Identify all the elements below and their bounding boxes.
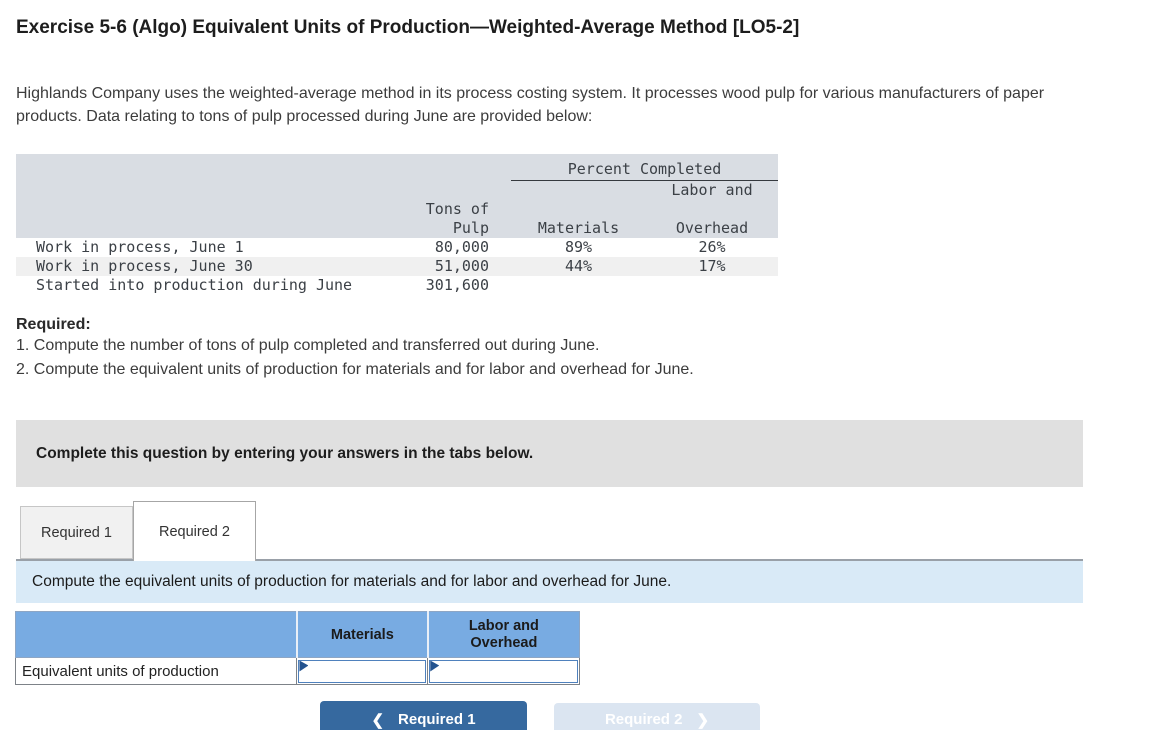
labor-value [646, 276, 778, 295]
tab-label: Required 2 [158, 523, 230, 540]
answer-table-row: Equivalent units of production [14, 657, 580, 685]
answer-col-labor-overhead: Labor and Overhead [426, 611, 580, 658]
answer-table-header-row: Materials Labor and Overhead [14, 611, 580, 658]
labor-overhead-answer-cell[interactable] [429, 659, 578, 683]
tab-panel: Compute the equivalent units of producti… [16, 559, 1083, 603]
labor-overhead-answer-input[interactable] [430, 660, 577, 682]
data-table-header-row: Tons of Pulp Materials Overhead [16, 200, 778, 238]
tab-label: Required 1 [41, 524, 112, 541]
materials-answer-cell[interactable] [298, 659, 427, 683]
tab-required-1[interactable]: Required 1 [20, 506, 133, 559]
tons-value: 51,000 [391, 257, 511, 276]
row-label: Work in process, June 30 [16, 257, 391, 276]
next-button-label: Required 2 [604, 711, 683, 728]
required-item-2: 2. Compute the equivalent units of produ… [16, 361, 694, 378]
tabs-row: Required 1 Required 2 [20, 499, 1157, 561]
row-label: Work in process, June 1 [36, 238, 244, 256]
answer-table: Materials Labor and Overhead Equivalent … [14, 611, 580, 685]
materials-header: Materials [511, 200, 646, 238]
tons-value: 301,600 [425, 276, 489, 294]
pulp-data-table: Percent Completed Labor and Tons of Pulp… [16, 154, 778, 295]
required-heading: Required: [16, 316, 91, 333]
labor-overhead-header-line2: Overhead [646, 200, 778, 238]
answer-row-label: Equivalent units of production [14, 657, 298, 685]
instruction-box: Complete this question by entering your … [16, 420, 1083, 487]
tab-panel-prompt: Compute the equivalent units of producti… [16, 561, 1083, 603]
labor-value: 26% [698, 238, 726, 256]
page-title: Exercise 5-6 (Algo) Equivalent Units of … [16, 17, 800, 38]
table-row: Work in process, June 1 80,000 89% 26% [16, 238, 778, 257]
tons-value: 80,000 [434, 238, 489, 256]
chevron-right-icon: ❯ [696, 711, 710, 729]
intro-paragraph: Highlands Company uses the weighted-aver… [16, 85, 1045, 125]
data-table-header-row: Percent Completed [16, 154, 778, 181]
labor-value: 17% [646, 257, 778, 276]
table-row: Started into production during June 301,… [16, 276, 778, 295]
table-row: Work in process, June 30 51,000 44% 17% [16, 257, 778, 276]
answer-col-materials: Materials [295, 611, 429, 658]
row-label: Started into production during June [36, 276, 353, 294]
materials-answer-input[interactable] [299, 660, 426, 682]
chevron-left-icon: ❮ [371, 711, 385, 729]
instruction-text: Complete this question by entering your … [36, 444, 534, 462]
tons-of-pulp-header: Tons of Pulp [391, 200, 511, 238]
prev-button-label: Required 1 [398, 711, 476, 728]
nav-buttons-row: ❮ Required 1 Required 2 ❯ [320, 701, 1157, 730]
materials-value: 44% [511, 257, 646, 276]
required-1-prev-button[interactable]: ❮ Required 1 [320, 701, 527, 730]
data-table-header-row: Labor and [16, 180, 778, 200]
percent-completed-header: Percent Completed [511, 154, 778, 181]
labor-overhead-header-line1: Labor and [646, 180, 778, 200]
required-item-1: 1. Compute the number of tons of pulp co… [16, 337, 600, 354]
tab-required-2[interactable]: Required 2 [132, 501, 256, 561]
required-2-next-button: Required 2 ❯ [554, 703, 760, 730]
answer-corner-cell [14, 611, 298, 658]
materials-value: 89% [564, 238, 593, 256]
materials-value [511, 276, 646, 295]
